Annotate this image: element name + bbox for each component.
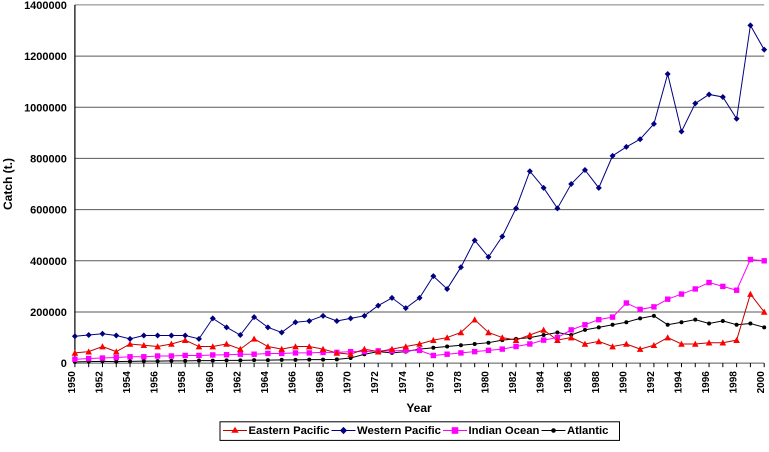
svg-text:Eastern Pacific: Eastern Pacific	[249, 425, 330, 437]
svg-text:600000: 600000	[30, 205, 67, 217]
svg-text:1964: 1964	[260, 371, 271, 394]
svg-text:800000: 800000	[30, 153, 67, 165]
svg-text:1986: 1986	[563, 371, 574, 394]
svg-text:1990: 1990	[618, 371, 629, 394]
svg-text:1956: 1956	[150, 371, 161, 394]
svg-text:1978: 1978	[453, 371, 464, 394]
svg-text:1992: 1992	[646, 371, 657, 394]
svg-text:Year: Year	[406, 401, 432, 415]
svg-text:Atlantic: Atlantic	[567, 425, 608, 437]
svg-text:1968: 1968	[315, 371, 326, 394]
svg-text:1954: 1954	[122, 371, 133, 394]
svg-text:400000: 400000	[30, 256, 67, 268]
svg-text:2000: 2000	[756, 371, 767, 394]
svg-text:1996: 1996	[701, 371, 712, 394]
svg-text:1966: 1966	[287, 371, 298, 394]
svg-text:1988: 1988	[591, 371, 602, 394]
svg-text:Indian Ocean: Indian Ocean	[469, 425, 540, 437]
svg-text:1000000: 1000000	[24, 102, 67, 114]
svg-text:1958: 1958	[177, 371, 188, 394]
svg-text:Catch (t.): Catch (t.)	[1, 158, 15, 210]
svg-text:1982: 1982	[508, 371, 519, 394]
svg-text:1994: 1994	[673, 371, 684, 394]
svg-text:0: 0	[61, 358, 67, 370]
svg-text:1980: 1980	[480, 371, 491, 394]
svg-text:1974: 1974	[398, 371, 409, 394]
svg-text:1970: 1970	[343, 371, 354, 394]
svg-text:1984: 1984	[536, 371, 547, 394]
svg-text:1976: 1976	[425, 371, 436, 394]
svg-text:200000: 200000	[30, 307, 67, 319]
svg-text:1960: 1960	[205, 371, 216, 394]
svg-text:1998: 1998	[729, 371, 740, 394]
svg-text:1200000: 1200000	[24, 51, 67, 63]
svg-text:1962: 1962	[232, 371, 243, 394]
svg-text:1952: 1952	[94, 371, 105, 394]
svg-text:1400000: 1400000	[24, 0, 67, 12]
svg-text:Western Pacific: Western Pacific	[357, 425, 441, 437]
svg-text:1950: 1950	[67, 371, 78, 394]
svg-text:1972: 1972	[370, 371, 381, 394]
